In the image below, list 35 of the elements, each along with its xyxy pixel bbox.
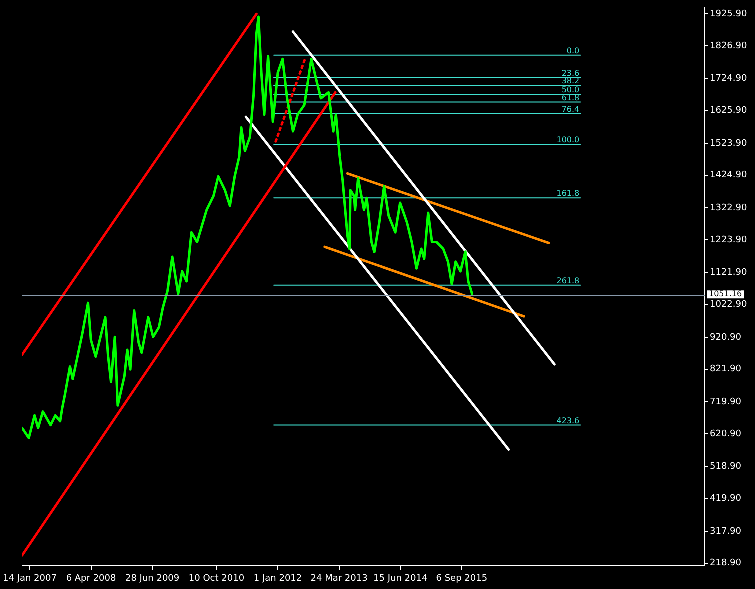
x-tick-label: 24 Mar 2013 [310,574,368,584]
y-tick-label: 419.90 [710,494,742,504]
x-tick-label: 6 Apr 2008 [66,574,116,584]
series-label: 23.6 [562,68,580,78]
ref-line-label: 1051.16 [709,290,742,299]
series-label: 261.8 [556,276,580,286]
x-tick-label: 28 Jun 2009 [125,574,180,584]
series-label: 0.0 [566,46,580,56]
y-tick-label: 1523.90 [710,138,748,149]
series-label: 100.0 [556,136,580,145]
y-tick-label: 1826.90 [710,41,748,52]
y-tick-label: 719.90 [710,398,742,408]
y-tick-label: 1925.90 [710,10,748,20]
x-tick-label: 6 Sep 2015 [436,574,488,584]
series-label: 161.8 [556,189,580,198]
y-tick-label: 1322.90 [710,204,748,214]
series-label: 76.4 [562,104,580,114]
y-tick-label: 1022.90 [710,300,748,310]
y-tick-label: 821.90 [710,364,742,375]
x-tick-label: 10 Oct 2010 [188,574,245,584]
y-tick-label: 518.90 [710,462,742,472]
x-tick-label: 15 Jun 2014 [374,574,428,584]
y-tick-label: 1223.90 [710,235,748,246]
y-tick-label: 1724.90 [710,74,748,84]
y-tick-label: 1424.90 [710,170,748,181]
x-tick-label: 14 Jan 2007 [3,574,57,584]
y-tick-label: 620.90 [710,429,742,440]
x-tick-label: 1 Jan 2012 [254,574,302,584]
y-tick-label: 317.90 [710,526,742,537]
series-label: 50.0 [562,86,580,95]
y-tick-label: 920.90 [710,332,742,343]
y-tick-label: 1625.90 [710,106,748,116]
y-tick-label: 1121.90 [710,268,748,278]
series-label: 423.6 [556,416,580,426]
y-tick-label: 218.90 [710,558,742,569]
